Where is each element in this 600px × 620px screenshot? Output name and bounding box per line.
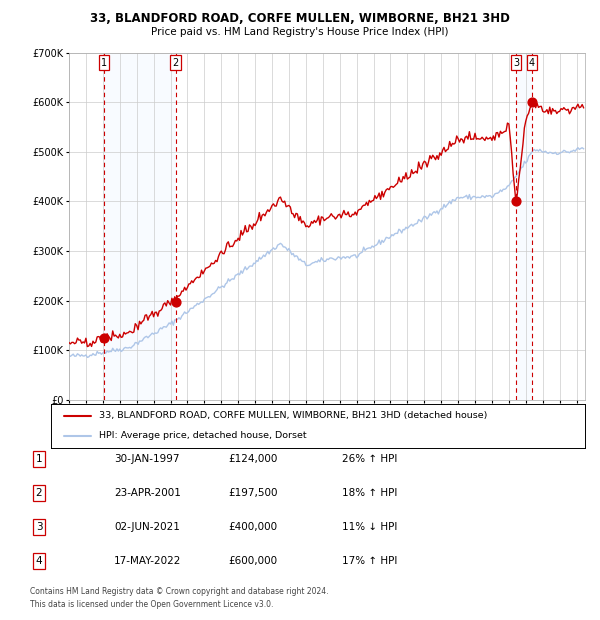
Point xyxy=(511,197,521,206)
Text: £124,000: £124,000 xyxy=(228,454,277,464)
Point xyxy=(100,334,109,343)
Text: 33, BLANDFORD ROAD, CORFE MULLEN, WIMBORNE, BH21 3HD (detached house): 33, BLANDFORD ROAD, CORFE MULLEN, WIMBOR… xyxy=(99,412,487,420)
Text: 4: 4 xyxy=(529,58,535,68)
Point xyxy=(527,97,537,107)
Text: 02-JUN-2021: 02-JUN-2021 xyxy=(114,522,180,532)
Text: Contains HM Land Registry data © Crown copyright and database right 2024.: Contains HM Land Registry data © Crown c… xyxy=(30,587,329,596)
Text: This data is licensed under the Open Government Licence v3.0.: This data is licensed under the Open Gov… xyxy=(30,600,274,609)
Text: 17% ↑ HPI: 17% ↑ HPI xyxy=(342,556,397,566)
Text: 33, BLANDFORD ROAD, CORFE MULLEN, WIMBORNE, BH21 3HD: 33, BLANDFORD ROAD, CORFE MULLEN, WIMBOR… xyxy=(90,12,510,25)
Text: 1: 1 xyxy=(101,58,107,68)
Text: 18% ↑ HPI: 18% ↑ HPI xyxy=(342,488,397,498)
Text: 26% ↑ HPI: 26% ↑ HPI xyxy=(342,454,397,464)
Text: £400,000: £400,000 xyxy=(228,522,277,532)
Text: 23-APR-2001: 23-APR-2001 xyxy=(114,488,181,498)
Bar xyxy=(516,53,532,400)
Text: 3: 3 xyxy=(513,58,519,68)
Text: 11% ↓ HPI: 11% ↓ HPI xyxy=(342,522,397,532)
Text: 1: 1 xyxy=(35,454,43,464)
Text: £197,500: £197,500 xyxy=(228,488,277,498)
Text: Price paid vs. HM Land Registry's House Price Index (HPI): Price paid vs. HM Land Registry's House … xyxy=(151,27,449,37)
Text: 30-JAN-1997: 30-JAN-1997 xyxy=(114,454,179,464)
Text: 3: 3 xyxy=(35,522,43,532)
Text: 2: 2 xyxy=(35,488,43,498)
Text: 4: 4 xyxy=(35,556,43,566)
Text: 2: 2 xyxy=(173,58,179,68)
Text: 17-MAY-2022: 17-MAY-2022 xyxy=(114,556,181,566)
Text: £600,000: £600,000 xyxy=(228,556,277,566)
Point xyxy=(171,297,181,307)
Text: HPI: Average price, detached house, Dorset: HPI: Average price, detached house, Dors… xyxy=(99,432,307,440)
Bar xyxy=(104,53,176,400)
